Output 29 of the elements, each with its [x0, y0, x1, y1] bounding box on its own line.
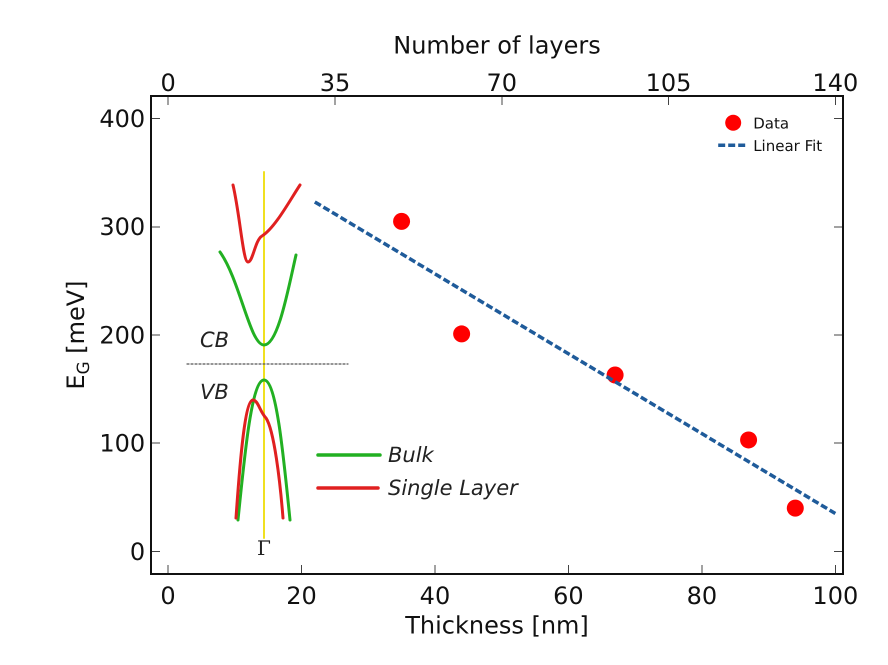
x2-tick-label: 105 — [646, 69, 692, 98]
y-tick-label: 0 — [130, 538, 146, 566]
legend-label: Data — [753, 114, 790, 133]
point — [740, 431, 758, 448]
x2-axis-title: Number of layers — [393, 31, 601, 60]
annotation: VB — [200, 380, 229, 404]
x-tick-label: 60 — [553, 582, 584, 610]
point — [453, 325, 470, 342]
x2-tick-label: 0 — [160, 69, 176, 98]
y-tick-label: 200 — [99, 321, 146, 350]
x-tick-label: 0 — [160, 582, 176, 610]
annotation: Γ — [257, 536, 271, 560]
x2-tick-label: 35 — [320, 69, 350, 98]
point — [786, 500, 804, 517]
y-tick-label: 400 — [99, 105, 146, 134]
point — [393, 212, 410, 230]
x-axis-title: Thickness [nm] — [404, 612, 589, 640]
annotation: Bulk — [388, 443, 435, 467]
y-tick-label: 300 — [99, 213, 146, 242]
x-tick-label: 80 — [686, 582, 718, 610]
y-tick-label: 100 — [99, 430, 146, 458]
x-tick-label: 40 — [420, 582, 450, 610]
annotation: CB — [200, 328, 230, 352]
x-tick-label: 100 — [812, 582, 858, 610]
annotation: Single Layer — [388, 476, 520, 500]
x-tick-label: 20 — [286, 582, 317, 610]
x2-tick-label: 140 — [812, 69, 858, 98]
x2-tick-label: 70 — [486, 69, 518, 98]
legend-label: Linear Fit — [753, 137, 822, 156]
